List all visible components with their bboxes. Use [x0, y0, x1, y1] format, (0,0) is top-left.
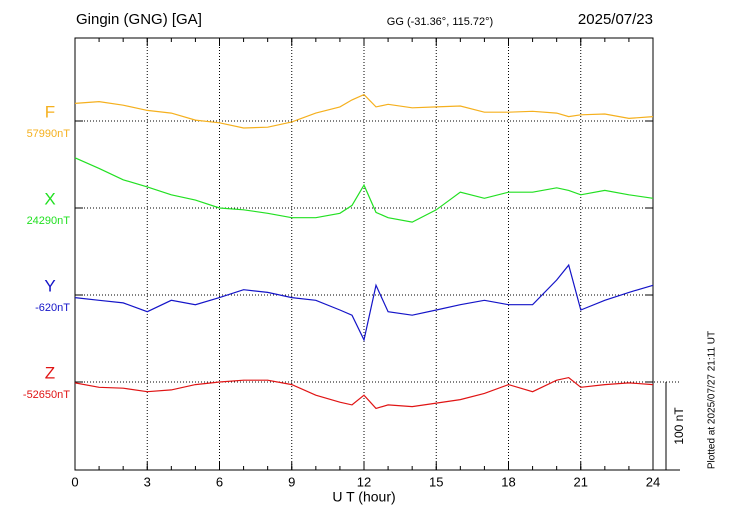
baseline-label: 24290nT	[27, 215, 71, 227]
x-tick-label: 24	[646, 474, 660, 489]
chart-title: Gingin (GNG) [GA]	[76, 11, 202, 28]
x-tick-label: 12	[357, 474, 371, 489]
series-name: Y	[44, 276, 55, 295]
footnote: Plotted at 2025/07/27 21:11 UT	[707, 331, 718, 469]
x-tick-label: 0	[71, 474, 78, 489]
series-line	[74, 263, 654, 342]
chart-date: 2025/07/23	[578, 11, 653, 28]
x-tick-label: 9	[288, 474, 295, 489]
baseline-label: 57990nT	[27, 128, 71, 140]
x-tick-label: 15	[429, 474, 443, 489]
baseline-label: -620nT	[35, 302, 70, 314]
x-tick-label: 3	[144, 474, 151, 489]
x-tick-label: 21	[574, 474, 588, 489]
chart-subtitle: GG (-31.36°, 115.72°)	[387, 16, 493, 28]
x-tick-label: 6	[216, 474, 223, 489]
series-name: Z	[45, 363, 55, 382]
x-tick-label: 18	[501, 474, 515, 489]
series-line	[74, 93, 654, 129]
baseline-label: -52650nT	[23, 389, 70, 401]
x-axis-label: U T (hour)	[332, 489, 395, 505]
series-name: X	[44, 189, 55, 208]
series-name: F	[45, 102, 55, 121]
scale-bar-label: 100 nT	[672, 407, 686, 445]
series-line	[74, 157, 654, 223]
series-line	[74, 376, 654, 410]
